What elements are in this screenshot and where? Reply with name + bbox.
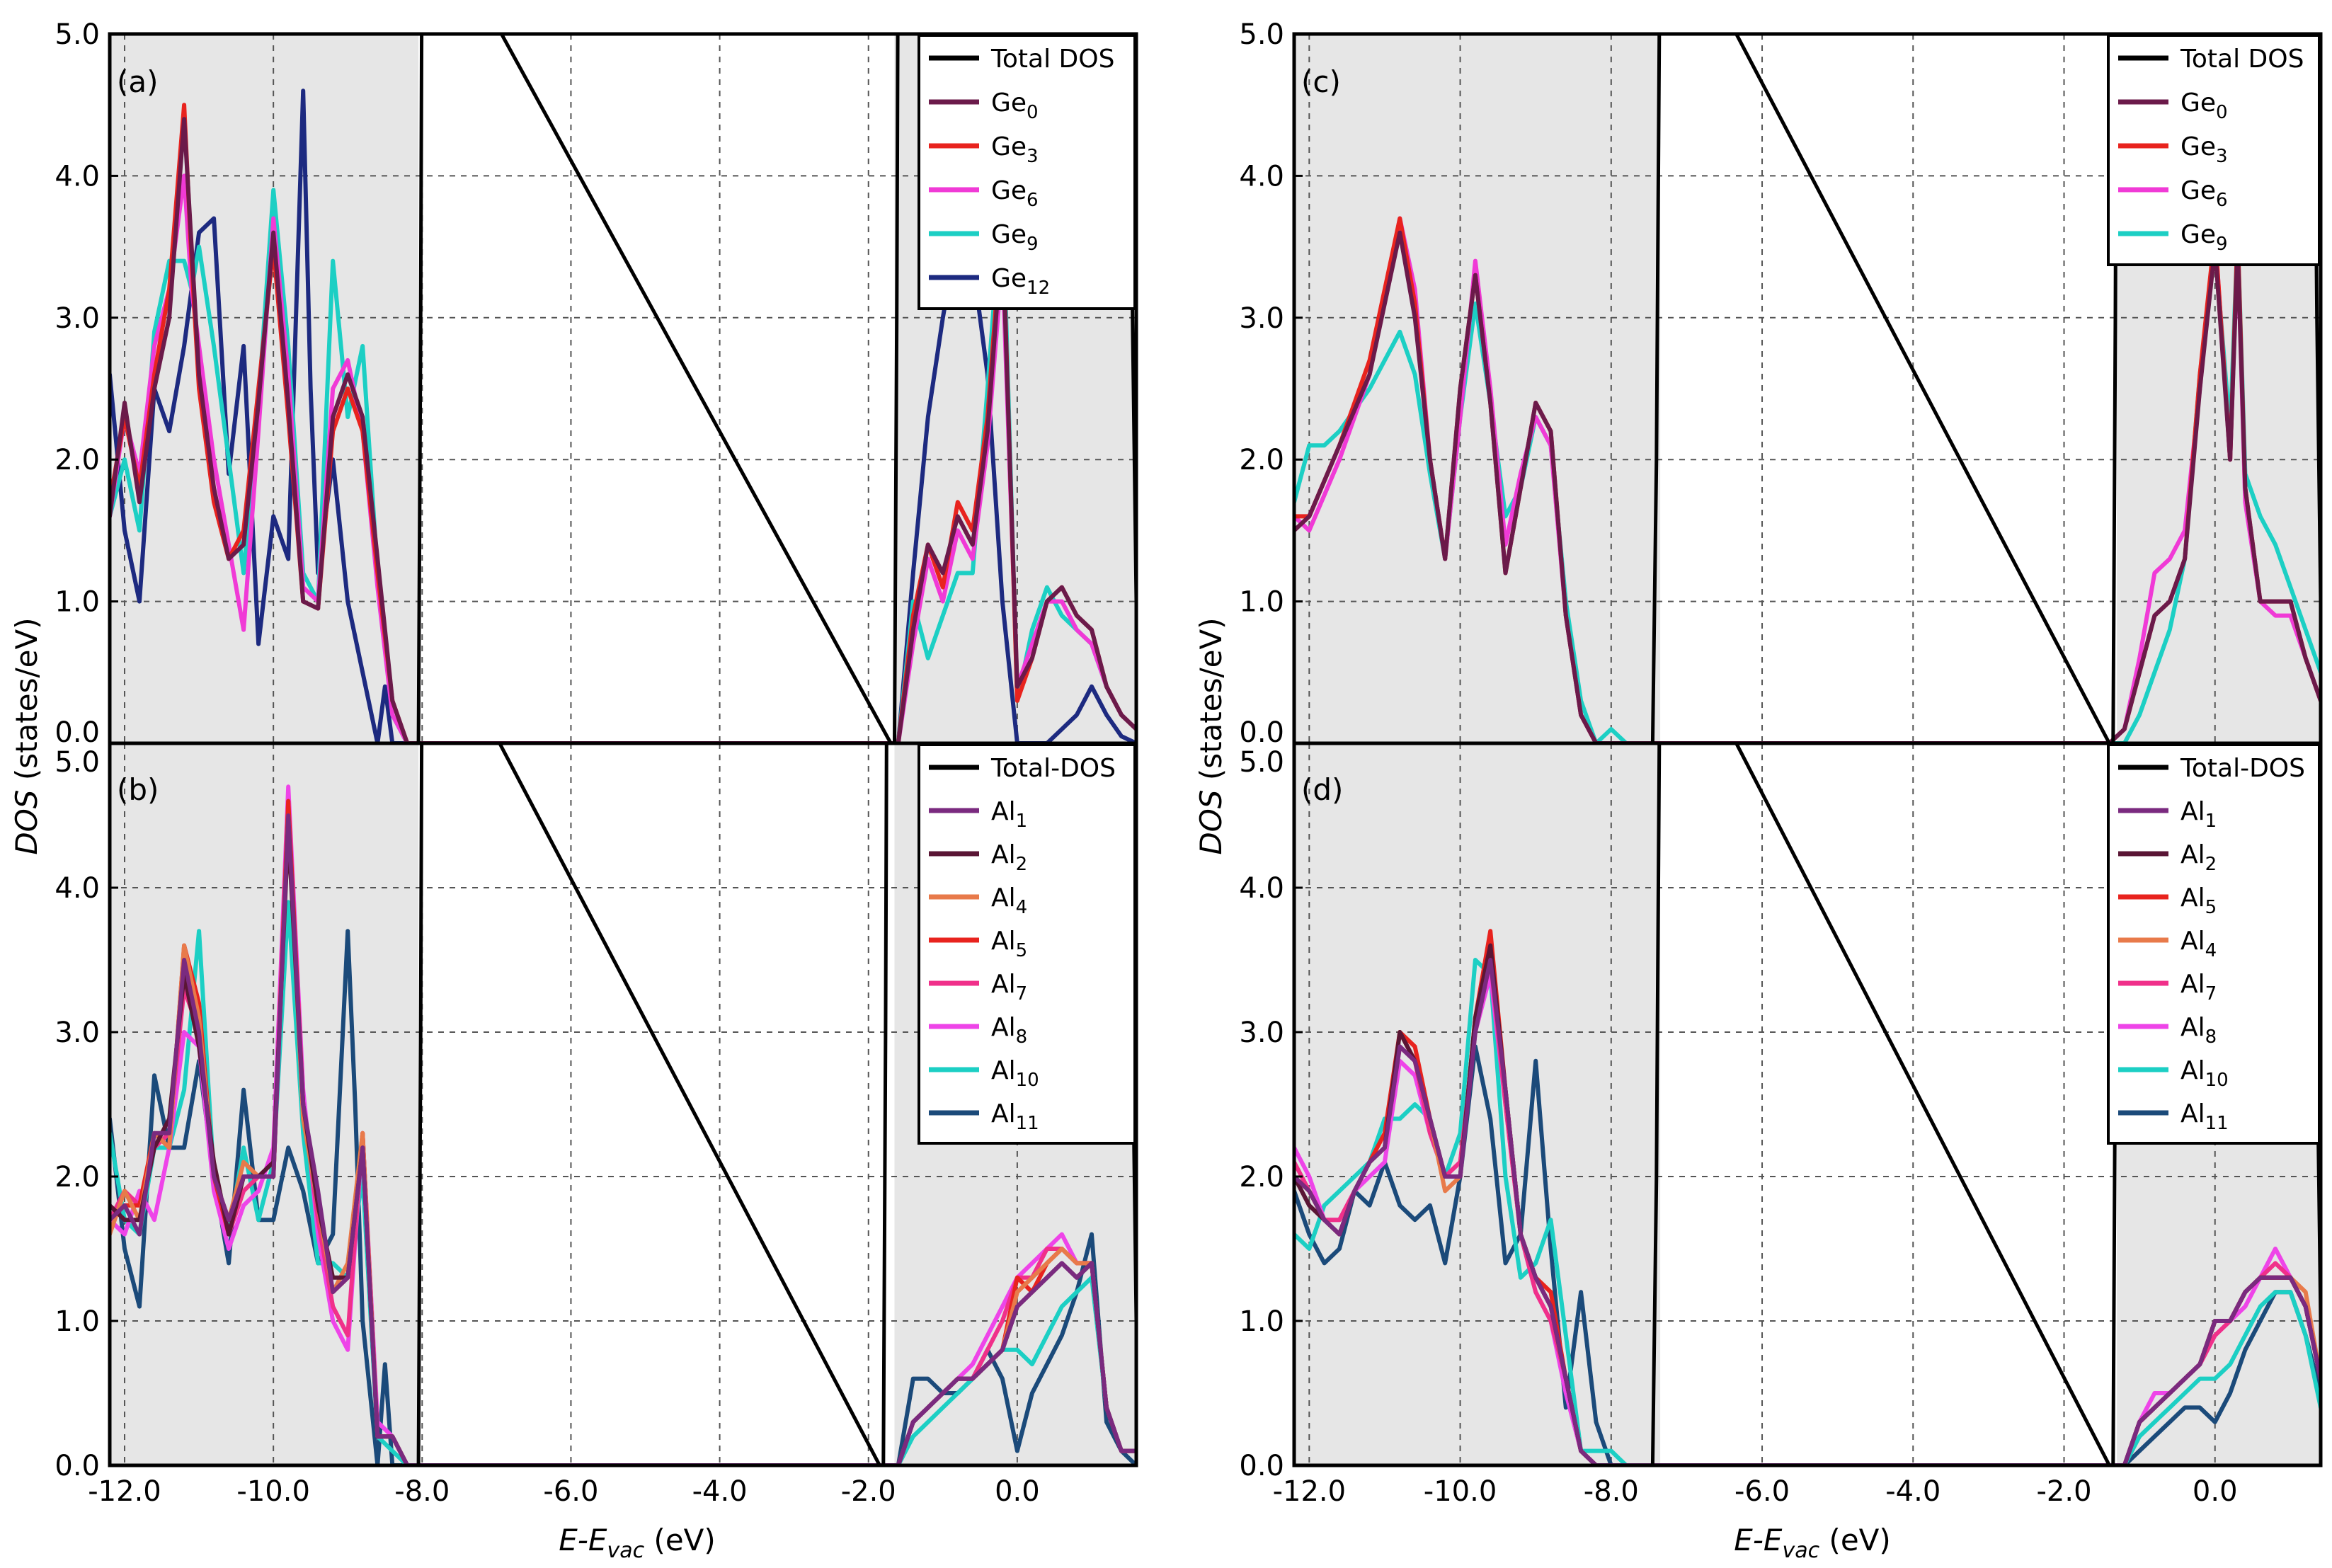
y-tick-label-b-5: 5.0: [55, 746, 100, 779]
legend-label-d-5: Al7: [2180, 970, 2217, 1005]
legend-label-d-7: Al10: [2180, 1056, 2229, 1091]
band-gap-shade-d-0: [1294, 743, 1661, 1465]
legend-label-b-0: Total-DOS: [990, 754, 1116, 783]
legend-label-d-2: Al2: [2180, 840, 2217, 875]
y-tick-label-a-5: 5.0: [55, 18, 100, 51]
x-tick-label-d-5: -2.0: [2036, 1475, 2091, 1508]
y-tick-label-c-5: 5.0: [1239, 18, 1284, 51]
legend-box-c: [2107, 34, 2321, 266]
y-tick-label-b-2: 2.0: [55, 1161, 100, 1194]
legend-label-a-4: Ge9: [991, 220, 1039, 255]
y-tick-label-c-3: 3.0: [1239, 302, 1284, 335]
x-tick-label-b-2: -8.0: [394, 1475, 450, 1508]
legend-label-a-1: Ge0: [991, 88, 1039, 123]
x-tick-label-d-3: -6.0: [1734, 1475, 1790, 1508]
y-tick-label-d-1: 1.0: [1239, 1305, 1284, 1338]
legend-label-b-6: Al8: [991, 1013, 1027, 1048]
legend-label-d-6: Al8: [2180, 1013, 2217, 1048]
legend-label-d-4: Al4: [2180, 927, 2217, 961]
legend-label-b-5: Al7: [991, 970, 1027, 1005]
x-tick-label-b-3: -6.0: [543, 1475, 598, 1508]
series-b-al1: [110, 813, 1136, 1465]
legend-label-c-3: Ge6: [2180, 176, 2228, 211]
panel-a: 0.0 1.0 2.0 3.0 4.0 5.0 (a) Total DOS Ge0 Ge3 Ge6 G…: [55, 18, 1138, 749]
y-tick-label-a-1: 1.0: [55, 586, 100, 619]
panel-label-a: (a): [117, 64, 159, 99]
series-b-total-dos: [405, 743, 1136, 1465]
x-tick-label-d-0: -12.0: [1273, 1475, 1347, 1508]
y-tick-label-b-3: 3.0: [55, 1017, 100, 1049]
legend-box-a: [918, 34, 1136, 310]
x-axis-label-right: E-Evac (eV): [1734, 1523, 1891, 1563]
legend-label-b-3: Al4: [991, 883, 1027, 918]
legend-label-b-1: Al1: [991, 797, 1027, 832]
legend-label-c-4: Ge9: [2180, 220, 2228, 255]
x-axis-label-left: E-Evac (eV): [559, 1523, 716, 1563]
panel-label-b: (b): [117, 772, 159, 807]
legend-label-a-3: Ge6: [991, 176, 1039, 211]
panel-label-d: (d): [1301, 772, 1343, 807]
series-d-al11: [1294, 1044, 2321, 1465]
x-tick-label-d-6: 0.0: [2193, 1475, 2238, 1508]
y-tick-label-d-0: 0.0: [1239, 1450, 1284, 1482]
series-c-total-dos: [1639, 34, 2321, 743]
band-gap-shade-c-0: [1294, 34, 1661, 743]
y-tick-label-a-3: 3.0: [55, 302, 100, 335]
legend-label-d-0: Total-DOS: [2180, 754, 2305, 783]
series-b-al10: [110, 900, 1136, 1465]
legend-label-d-8: Al11: [2180, 1099, 2229, 1134]
y-axis-label-right: DOS (states/eV): [1194, 617, 1228, 854]
x-tick-label-d-4: -4.0: [1885, 1475, 1941, 1508]
x-tick-label-d-1: -10.0: [1424, 1475, 1497, 1508]
legend-label-c-1: Ge0: [2180, 88, 2228, 123]
x-tick-label-b-4: -4.0: [692, 1475, 748, 1508]
legend-label-d-3: Al5: [2180, 883, 2217, 918]
y-tick-label-a-2: 2.0: [55, 444, 100, 476]
panel-label-c: (c): [1301, 64, 1341, 99]
legend-label-d-1: Al1: [2180, 797, 2217, 832]
series-d-al1: [1294, 958, 2321, 1465]
legend-label-a-2: Ge3: [991, 132, 1039, 167]
panel-c: 0.0 1.0 2.0 3.0 4.0 5.0 (c) Total DOS Ge0 Ge3 Ge6 G…: [1239, 18, 2323, 749]
y-tick-label-c-4: 4.0: [1239, 160, 1284, 193]
y-tick-label-a-4: 4.0: [55, 160, 100, 193]
y-tick-label-c-0: 0.0: [1239, 716, 1284, 749]
panel-d: 0.0 1.0 2.0 3.0 4.0 5.0 -12.0 -10.0 -8.0 -6.0 -4.0…: [1239, 741, 2323, 1508]
legend-label-b-4: Al5: [991, 927, 1027, 961]
legend-label-a-0: Total DOS: [990, 45, 1114, 74]
legend-label-b-8: Al11: [991, 1099, 1039, 1134]
y-tick-label-d-3: 3.0: [1239, 1017, 1284, 1049]
x-tick-label-b-0: -12.0: [88, 1475, 161, 1508]
y-tick-label-b-4: 4.0: [55, 872, 100, 905]
y-tick-label-c-2: 2.0: [1239, 444, 1284, 476]
panel-b: 0.0 1.0 2.0 3.0 4.0 5.0 -12.0 -10.0 -8.0 -6.0 -4.0…: [55, 741, 1138, 1508]
y-tick-label-d-2: 2.0: [1239, 1161, 1284, 1194]
legend-label-c-0: Total DOS: [2180, 45, 2304, 74]
legend-label-b-2: Al2: [991, 840, 1027, 875]
series-d-total-dos: [1639, 743, 2321, 1465]
legend-label-a-5: Ge12: [991, 264, 1050, 299]
x-tick-label-d-2: -8.0: [1584, 1475, 1639, 1508]
series-a-ge0: [110, 117, 1136, 743]
x-tick-label-b-1: -10.0: [236, 1475, 310, 1508]
series-a-ge12: [110, 88, 1136, 743]
series-a-total-dos: [405, 34, 1136, 743]
y-axis-label-left: DOS (states/eV): [9, 617, 44, 854]
legend-label-b-7: Al10: [991, 1056, 1039, 1091]
x-tick-label-b-5: -2.0: [841, 1475, 896, 1508]
y-tick-label-a-0: 0.0: [55, 716, 100, 749]
y-tick-label-b-0: 0.0: [55, 1450, 100, 1482]
legend-label-c-2: Ge3: [2180, 132, 2228, 167]
x-tick-label-b-6: 0.0: [995, 1475, 1040, 1508]
y-tick-label-d-5: 5.0: [1239, 746, 1284, 779]
y-tick-label-b-1: 1.0: [55, 1305, 100, 1338]
y-tick-label-d-4: 4.0: [1239, 872, 1284, 905]
y-tick-label-c-1: 1.0: [1239, 586, 1284, 619]
